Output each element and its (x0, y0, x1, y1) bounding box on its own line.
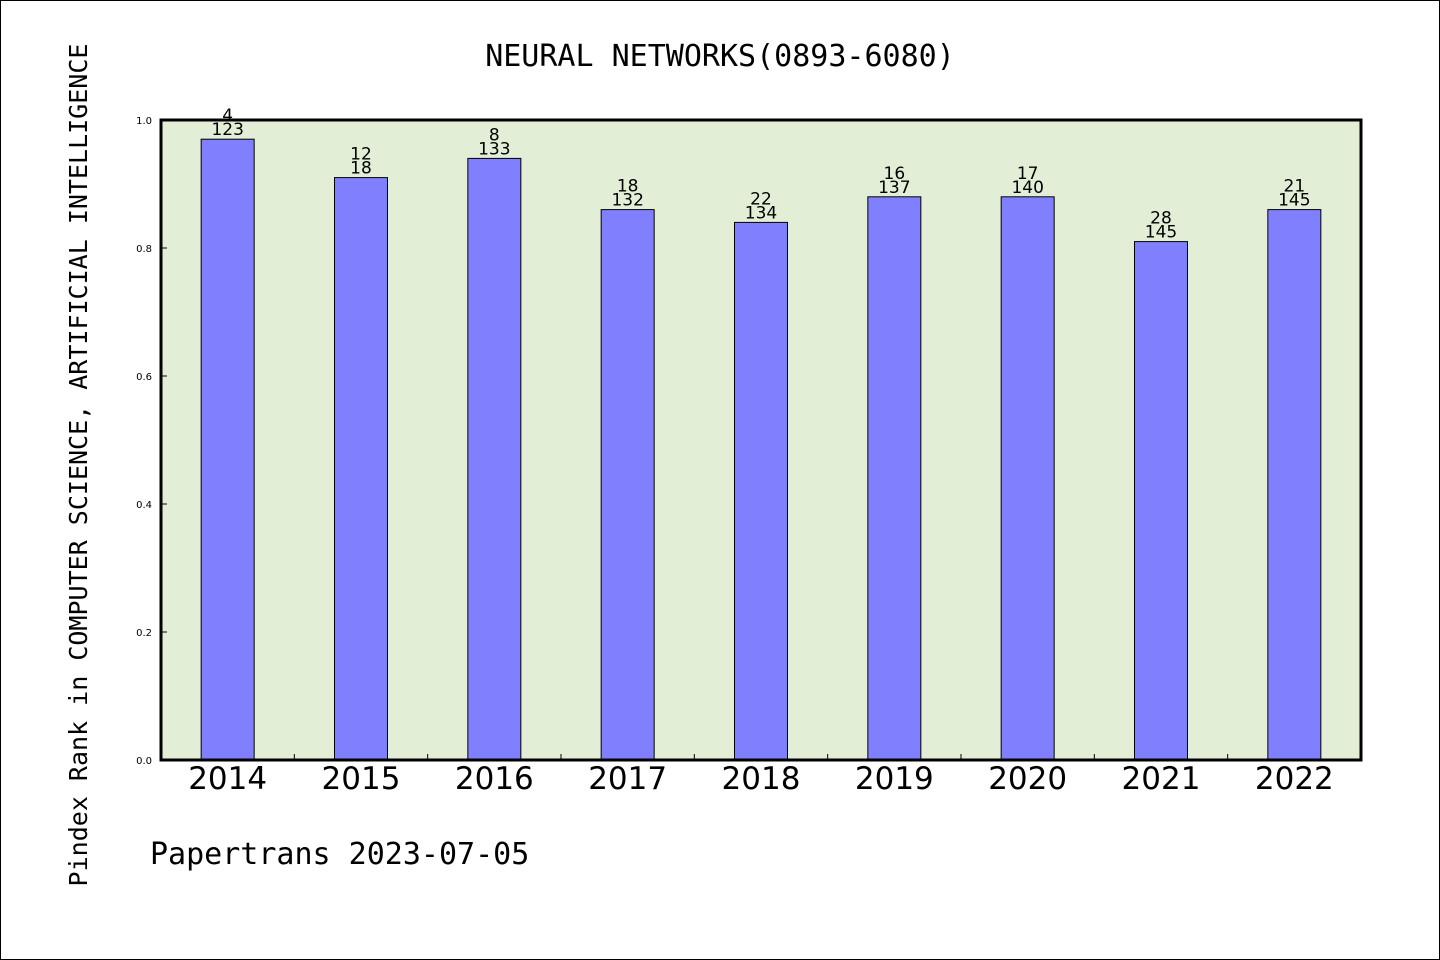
x-tick-label: 2014 (188, 761, 267, 797)
plot-border (159, 118, 1363, 762)
bar-label-top: 21 (1284, 177, 1306, 197)
footer-source-date: Papertrans 2023-07-05 (150, 837, 529, 872)
y-tick-label: 0.6 (136, 372, 152, 383)
bar-label-bottom: 133 (478, 139, 510, 159)
bar-label-top: 12 (350, 145, 372, 165)
x-axis: 2014 2015 2016 2017 2018 2019 2020 2021 2022 (188, 754, 1334, 797)
bar-2015 (334, 177, 388, 761)
y-tick-label: 0.2 (136, 628, 152, 639)
bar-label-top: 22 (750, 189, 772, 209)
x-tick-label: 2016 (455, 761, 534, 797)
bar-label-top: 17 (1017, 164, 1039, 184)
bar-label-bottom: 145 (1278, 191, 1310, 211)
x-tick-label: 2018 (722, 761, 801, 797)
x-tick-label: 2021 (1122, 761, 1201, 797)
bar-label-bottom: 123 (211, 120, 243, 140)
bar-2014 (200, 138, 255, 761)
bar-label-bottom: 137 (878, 178, 910, 198)
x-tick-label: 2017 (588, 761, 667, 797)
bar-2020 (1000, 196, 1055, 761)
x-tick-label: 2022 (1255, 761, 1334, 797)
y-tick-label: 1.0 (136, 116, 152, 127)
bar-label-bottom: 140 (1011, 178, 1043, 198)
bar-2021 (1134, 241, 1188, 761)
bar-series (200, 138, 1322, 761)
y-axis-label: Pindex Rank in COMPUTER SCIENCE, ARTIFIC… (64, 44, 93, 887)
bar-label-bottom: 145 (1145, 223, 1177, 243)
y-tick-label: 0.0 (136, 756, 152, 767)
bar-2022 (1267, 209, 1322, 761)
x-tick-label: 2019 (855, 761, 934, 797)
bar-label-bottom: 18 (350, 159, 372, 179)
bar-2016 (467, 157, 522, 761)
bar-2018 (734, 221, 788, 761)
bar-2017 (600, 209, 655, 761)
chart-title: NEURAL NETWORKS(0893-6080) (485, 39, 955, 74)
bar-label-top: 16 (884, 164, 906, 184)
y-tick-label: 0.4 (136, 500, 152, 511)
bar-label-top: 18 (617, 177, 639, 197)
x-tick-label: 2020 (988, 761, 1067, 797)
bar-2019 (867, 196, 922, 761)
y-tick-label: 0.8 (136, 244, 152, 255)
bar-label-top: 8 (489, 125, 500, 145)
bar-label-bottom: 132 (611, 191, 643, 211)
bar-label-top: 4 (222, 106, 233, 126)
bar-label-top: 28 (1150, 209, 1172, 229)
bar-label-bottom: 134 (745, 203, 777, 223)
x-tick-label: 2015 (322, 761, 401, 797)
